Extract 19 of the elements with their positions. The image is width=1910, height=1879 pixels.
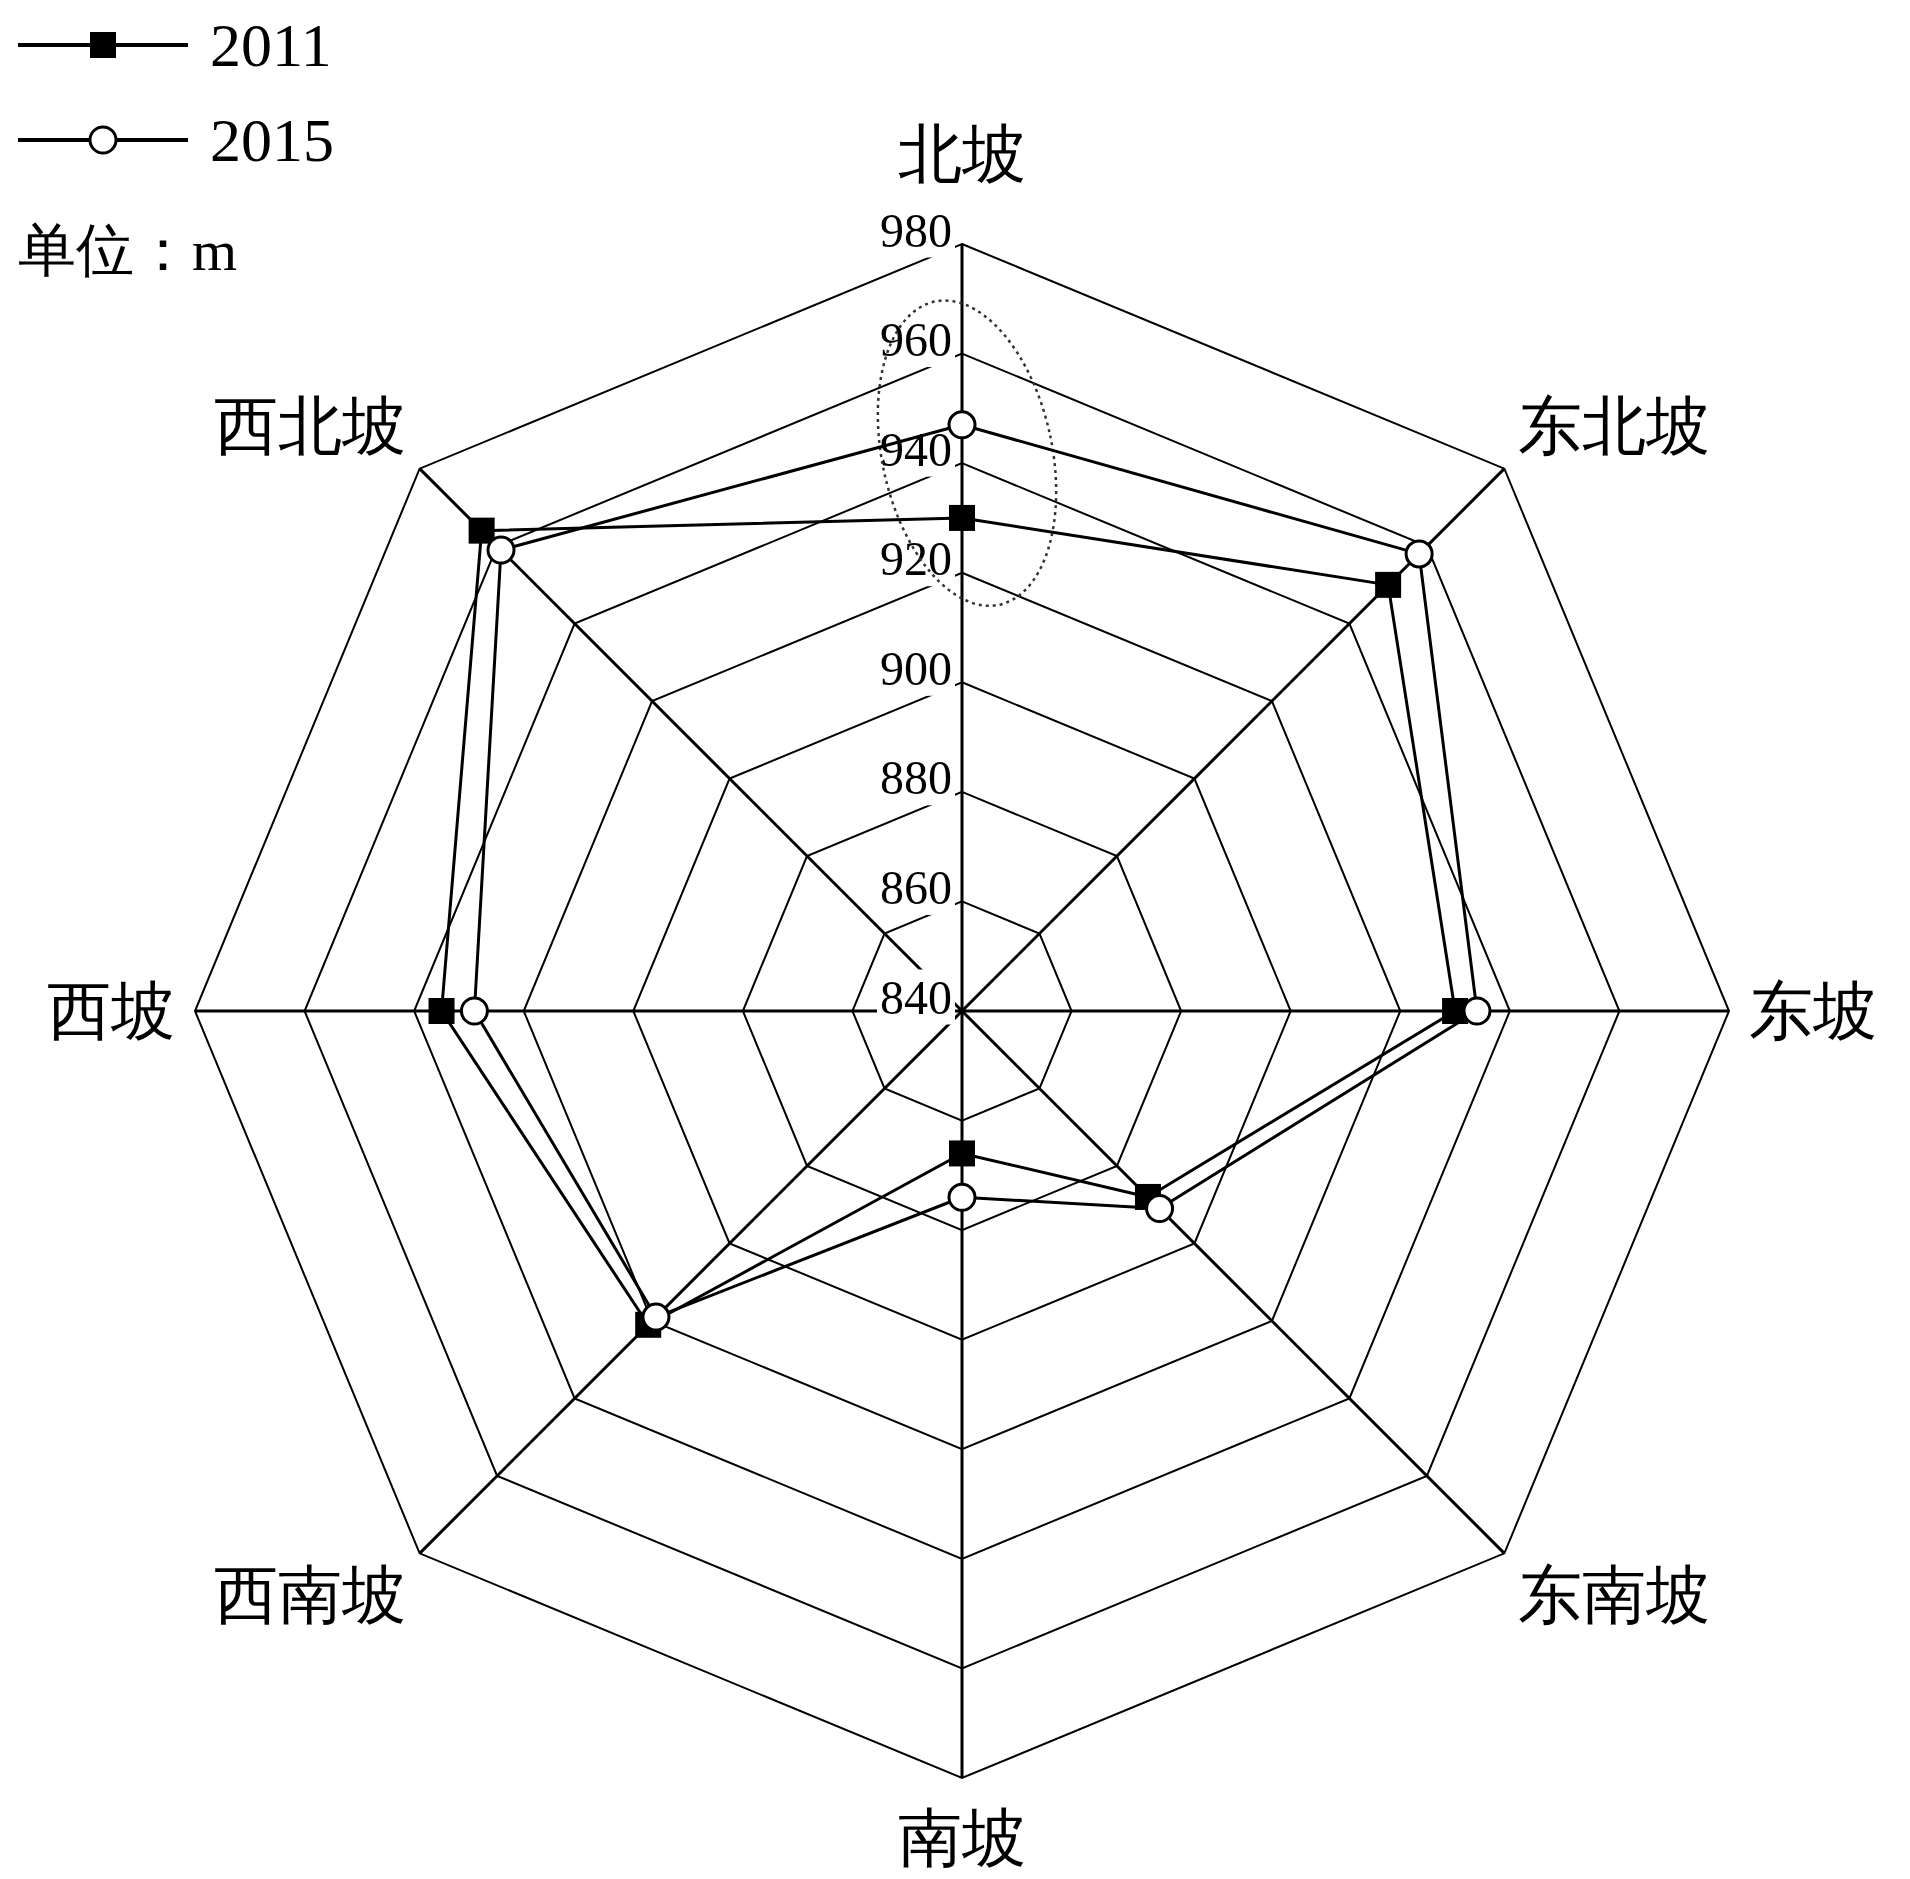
y-tick-label: 960 — [880, 313, 952, 367]
y-tick-label: 920 — [880, 532, 952, 586]
y-tick-label: 860 — [880, 860, 952, 914]
spoke-label: 西南坡 — [213, 1560, 406, 1632]
y-tick-label: 900 — [880, 641, 952, 695]
text: 单位：m — [18, 217, 238, 283]
spoke-label: 西北坡 — [213, 390, 406, 462]
legend-label: 2011 — [210, 11, 332, 79]
spoke-label: 南坡 — [898, 1802, 1026, 1874]
legend-label: 2015 — [210, 106, 334, 174]
spoke-label: 北坡 — [898, 118, 1026, 190]
y-tick-label: 880 — [880, 751, 952, 805]
spoke-label: 东坡 — [1749, 975, 1877, 1047]
y-tick-label: 940 — [880, 422, 952, 476]
spoke-label: 东南坡 — [1518, 1560, 1711, 1632]
spoke-label: 东北坡 — [1518, 390, 1711, 462]
y-tick-label: 840 — [880, 970, 952, 1024]
y-tick-label: 980 — [880, 203, 952, 257]
spoke-label: 西坡 — [47, 975, 175, 1047]
